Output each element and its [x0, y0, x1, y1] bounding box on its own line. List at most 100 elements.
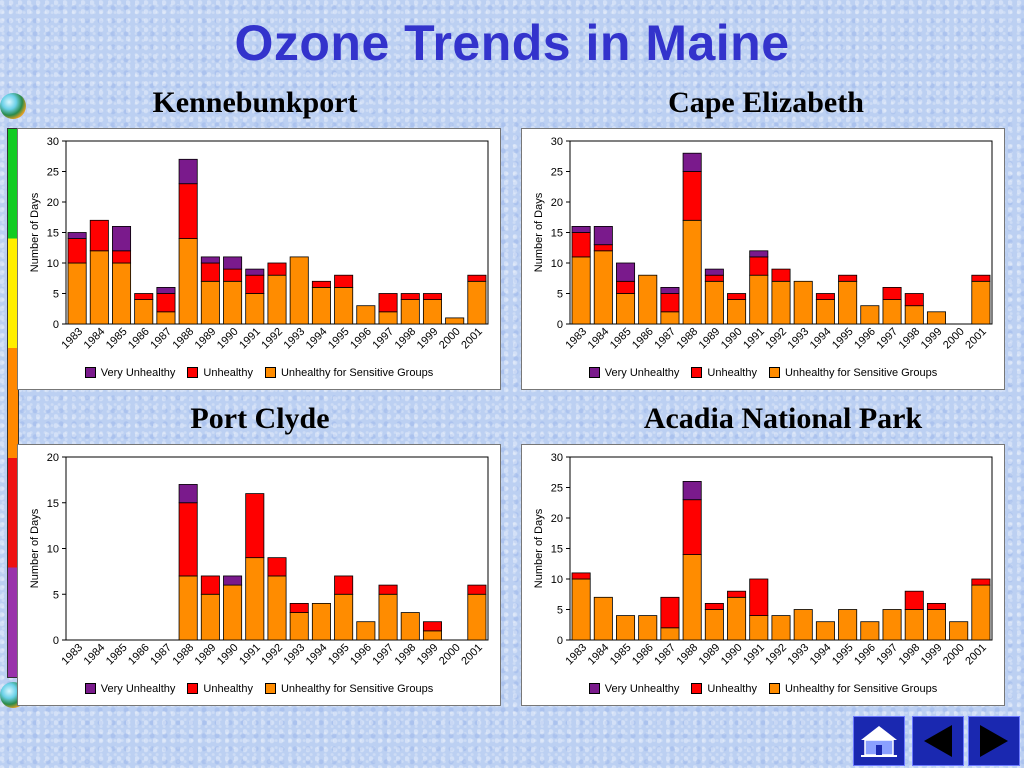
chart-title-cape-elizabeth: Cape Elizabeth — [668, 86, 864, 119]
bar-segment — [971, 274, 991, 282]
bar-segment — [593, 596, 613, 641]
y-axis-label: Number of Days — [29, 508, 41, 588]
bar-segment — [200, 280, 220, 325]
previous-slide-button[interactable] — [912, 716, 964, 766]
home-icon — [861, 726, 897, 757]
bar-segment — [245, 293, 265, 325]
bar-segment — [815, 621, 835, 641]
bar-segment — [311, 286, 331, 325]
x-tick-label: 1987 — [652, 642, 678, 668]
legend-swatch — [187, 367, 199, 378]
bar-segment — [838, 280, 858, 325]
bar-segment — [749, 256, 769, 276]
bar-segment — [749, 250, 769, 258]
bar-segment — [112, 262, 132, 325]
bar-segment — [223, 268, 243, 282]
legend-swatch — [588, 683, 600, 694]
legend-swatch — [768, 683, 780, 694]
x-tick-label: 1984 — [82, 326, 108, 352]
x-tick-label: 1995 — [830, 326, 856, 352]
bar-segment — [378, 584, 398, 595]
bar-segment — [904, 305, 924, 325]
legend-swatch — [588, 367, 600, 378]
bar-segment — [704, 609, 724, 641]
x-tick-label: 1997 — [874, 642, 900, 668]
x-tick-label: 2001 — [459, 326, 485, 352]
x-tick-label: 1989 — [697, 326, 723, 352]
x-tick-label: 1986 — [630, 326, 656, 352]
bar-segment — [593, 244, 613, 252]
bar-segment — [660, 627, 680, 641]
y-tick-label: 20 — [47, 452, 59, 464]
bar-segment — [682, 219, 702, 325]
legend-label: Unhealthy for Sensitive Groups — [784, 683, 938, 695]
x-tick-label: 1995 — [830, 642, 856, 668]
x-tick-label: 1985 — [104, 642, 130, 668]
bar-segment — [178, 238, 198, 325]
x-tick-label: 1984 — [586, 642, 612, 668]
bar-segment — [334, 593, 354, 641]
bar-segment — [134, 293, 154, 300]
x-tick-label: 1985 — [608, 642, 634, 668]
x-tick-label: 1983 — [563, 642, 589, 668]
y-tick-label: 30 — [551, 452, 563, 464]
legend-label: Unhealthy — [707, 683, 757, 695]
bar-segment — [67, 238, 87, 264]
x-tick-label: 1989 — [193, 326, 219, 352]
y-tick-label: 10 — [47, 544, 59, 556]
bar-segment — [467, 584, 487, 595]
bar-segment — [971, 584, 991, 641]
arrow-right-icon — [980, 725, 1008, 757]
bar-segment — [422, 621, 442, 632]
bar-segment — [400, 293, 420, 300]
legend-swatch — [691, 367, 703, 378]
x-tick-label: 1989 — [193, 642, 219, 668]
x-tick-label: 1999 — [415, 642, 441, 668]
y-tick-label: 5 — [53, 589, 59, 601]
bar-segment — [223, 280, 243, 325]
bar-segment — [178, 575, 198, 641]
bar-segment — [178, 484, 198, 504]
x-tick-label: 1991 — [237, 642, 263, 668]
bar-segment — [926, 311, 946, 325]
x-tick-label: 1990 — [215, 326, 241, 352]
bar-segment — [467, 274, 487, 282]
bar-segment — [682, 481, 702, 501]
bar-segment — [727, 293, 747, 300]
next-slide-button[interactable] — [968, 716, 1020, 766]
bar-segment — [223, 256, 243, 270]
bar-segment — [971, 578, 991, 586]
bar-segment — [616, 615, 636, 641]
legend-label: Very Unhealthy — [100, 367, 176, 379]
legend-label: Unhealthy — [203, 683, 253, 695]
bar-segment — [378, 293, 398, 313]
bar-segment — [267, 274, 287, 325]
bar-segment — [704, 274, 724, 282]
y-tick-label: 15 — [47, 498, 59, 510]
x-tick-label: 2001 — [459, 642, 485, 668]
bar-segment — [422, 293, 442, 300]
x-tick-label: 1997 — [370, 326, 396, 352]
legend-item-sensitive: Unhealthy for Sensitive Groups — [264, 683, 434, 695]
x-tick-label: 1991 — [741, 326, 767, 352]
bar-segment — [682, 554, 702, 641]
y-tick-label: 15 — [551, 228, 563, 240]
y-tick-label: 25 — [551, 483, 563, 495]
x-tick-label: 1993 — [786, 326, 812, 352]
x-tick-label: 2000 — [941, 642, 967, 668]
bar-segment — [971, 280, 991, 325]
y-tick-label: 25 — [47, 167, 59, 179]
globe-icon — [0, 93, 26, 119]
bar-segment — [904, 609, 924, 641]
x-tick-label: 1992 — [763, 642, 789, 668]
y-tick-label: 20 — [551, 197, 563, 209]
bar-segment — [904, 293, 924, 307]
home-button[interactable] — [853, 716, 905, 766]
x-tick-label: 1992 — [259, 642, 285, 668]
bar-segment — [616, 293, 636, 325]
legend-label: Unhealthy for Sensitive Groups — [280, 683, 434, 695]
bar-segment — [660, 293, 680, 313]
legend-item-unhealthy: Unhealthy — [187, 367, 253, 379]
